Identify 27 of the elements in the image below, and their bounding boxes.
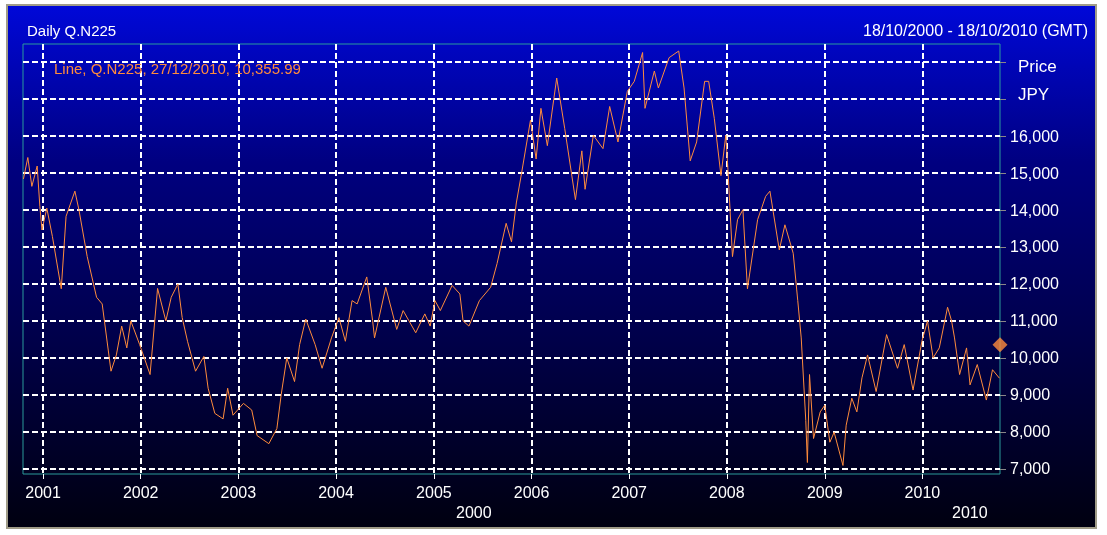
x-tick-label: 2002 — [122, 483, 159, 501]
x-tick-label: 2001 — [25, 483, 61, 501]
x-tick-label: 2006 — [513, 483, 550, 501]
chart-title: Daily Q.N225 — [27, 22, 117, 39]
text: 2010 — [952, 503, 988, 521]
y-tick-label: 8,000 — [1010, 423, 1051, 441]
y-tick-label: 13,000 — [1010, 238, 1060, 256]
y-tick-label: 12,000 — [1010, 275, 1060, 293]
text: 2000 — [456, 503, 492, 521]
x-tick-label: 2003 — [220, 483, 257, 501]
y-tick-label: 14,000 — [1010, 201, 1060, 219]
y-tick-label: 10,000 — [1010, 349, 1060, 367]
y-axis-title: Price JPY — [1018, 56, 1062, 104]
y-tick-label: 16,000 — [1010, 127, 1060, 145]
y-tick-label: 15,000 — [1010, 164, 1060, 182]
line-series — [23, 50, 1000, 466]
x-tick-label: 2009 — [806, 483, 843, 501]
chart-subtitle: 18/10/2000 - 18/10/2010 (GMT) — [862, 21, 1089, 39]
y-tick-label: 7,000 — [1010, 460, 1051, 478]
x-tick-label: 2007 — [611, 483, 648, 501]
x-tick-label: 2008 — [709, 483, 745, 501]
y-tick-label: 9,000 — [1010, 386, 1051, 404]
x-tick-label: 2010 — [904, 483, 941, 501]
x-tick-label: 2004 — [318, 483, 354, 501]
x-tick-label: 2005 — [416, 483, 452, 501]
y-tick-label: 11,000 — [1010, 312, 1058, 330]
text: Line, Q.N225, 27/12/2010, 10,355.99 — [54, 60, 301, 77]
